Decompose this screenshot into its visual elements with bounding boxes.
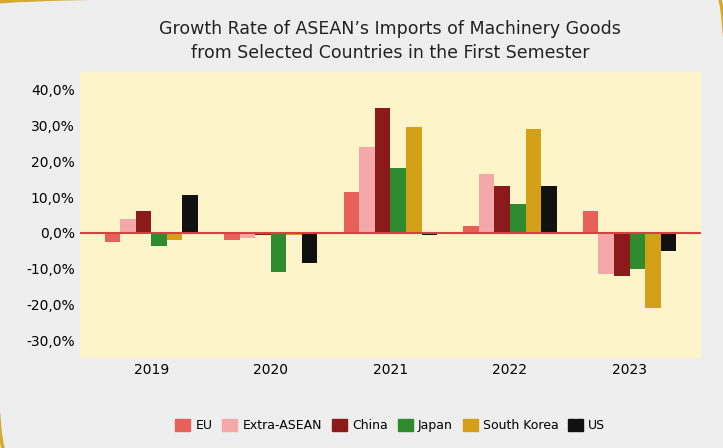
Bar <box>599 233 614 274</box>
Bar <box>224 233 240 240</box>
Bar <box>422 233 437 235</box>
Bar <box>661 233 676 251</box>
Bar <box>614 233 630 276</box>
Title: Growth Rate of ASEAN’s Imports of Machinery Goods
from Selected Countries in the: Growth Rate of ASEAN’s Imports of Machin… <box>160 20 621 62</box>
Bar <box>255 233 271 235</box>
Bar <box>182 195 198 233</box>
Bar <box>302 233 317 263</box>
Bar <box>136 211 151 233</box>
Bar <box>359 147 375 233</box>
Bar <box>583 211 599 233</box>
Bar <box>271 233 286 272</box>
Bar <box>151 233 167 246</box>
Bar <box>463 226 479 233</box>
Legend: EU, Extra-ASEAN, China, Japan, South Korea, US: EU, Extra-ASEAN, China, Japan, South Kor… <box>171 414 610 437</box>
Bar <box>495 186 510 233</box>
Bar <box>645 233 661 308</box>
Bar <box>390 168 406 233</box>
Bar <box>479 174 495 233</box>
Bar <box>406 127 422 233</box>
Bar <box>343 192 359 233</box>
Bar <box>286 233 302 235</box>
Bar <box>375 108 390 233</box>
Bar <box>240 233 255 238</box>
Bar <box>630 233 645 269</box>
Bar <box>120 219 136 233</box>
Bar <box>167 233 182 240</box>
Bar <box>105 233 120 242</box>
Bar <box>526 129 541 233</box>
Bar <box>541 186 557 233</box>
Bar <box>510 204 526 233</box>
